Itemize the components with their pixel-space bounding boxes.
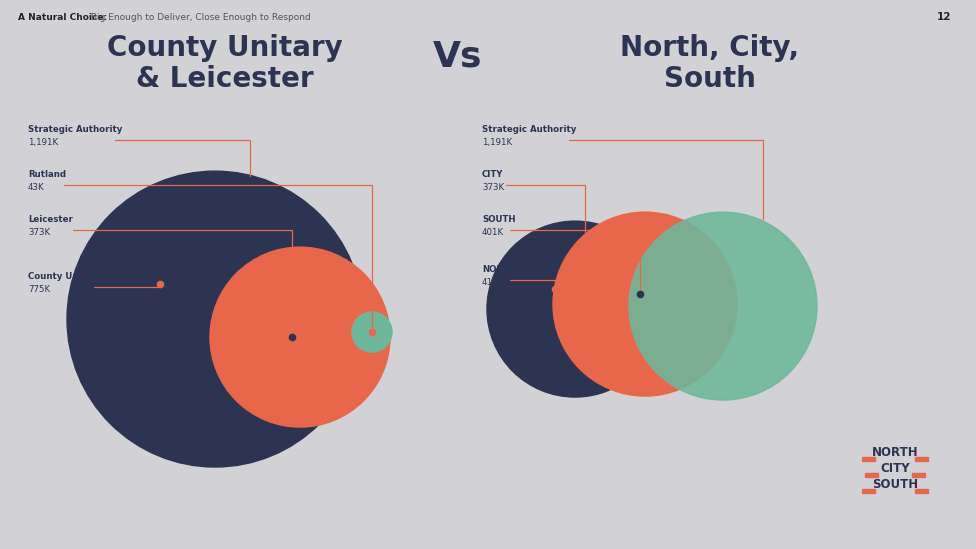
Circle shape xyxy=(67,171,363,467)
Bar xyxy=(865,473,878,477)
Bar xyxy=(862,489,874,493)
Text: Leicester: Leicester xyxy=(28,215,73,224)
Text: Big Enough to Deliver, Close Enough to Respond: Big Enough to Deliver, Close Enough to R… xyxy=(88,13,310,21)
Text: 12: 12 xyxy=(937,12,952,21)
Bar xyxy=(915,457,928,461)
Bar xyxy=(915,489,928,493)
Text: Vs: Vs xyxy=(433,39,483,73)
Text: 1,191K: 1,191K xyxy=(28,138,59,147)
Text: SOUTH: SOUTH xyxy=(482,215,515,224)
Circle shape xyxy=(629,212,817,400)
Text: County Unitary
& Leicester: County Unitary & Leicester xyxy=(107,34,343,93)
Text: CITY: CITY xyxy=(880,462,910,475)
Text: Strategic Authority: Strategic Authority xyxy=(482,125,577,134)
Text: 401K: 401K xyxy=(482,228,505,237)
Circle shape xyxy=(352,312,392,352)
Text: 775K: 775K xyxy=(28,285,50,294)
Circle shape xyxy=(553,212,737,396)
Text: 1,191K: 1,191K xyxy=(482,138,512,147)
Text: Rutland: Rutland xyxy=(28,170,66,179)
Circle shape xyxy=(210,247,390,427)
Text: County Unitary: County Unitary xyxy=(28,272,102,281)
Text: NORTH: NORTH xyxy=(872,446,918,459)
Bar xyxy=(912,473,925,477)
Bar xyxy=(862,457,874,461)
Text: 373K: 373K xyxy=(28,228,50,237)
Text: A Natural Choice:: A Natural Choice: xyxy=(18,13,106,21)
Text: Strategic Authority: Strategic Authority xyxy=(28,125,122,134)
Text: SOUTH: SOUTH xyxy=(872,478,918,491)
Text: 418K: 418K xyxy=(482,278,505,287)
Circle shape xyxy=(487,221,663,397)
Text: 43K: 43K xyxy=(28,183,45,192)
Text: 373K: 373K xyxy=(482,183,505,192)
Text: North, City,
South: North, City, South xyxy=(621,34,799,93)
Text: NORTH: NORTH xyxy=(482,265,515,274)
Text: CITY: CITY xyxy=(482,170,504,179)
